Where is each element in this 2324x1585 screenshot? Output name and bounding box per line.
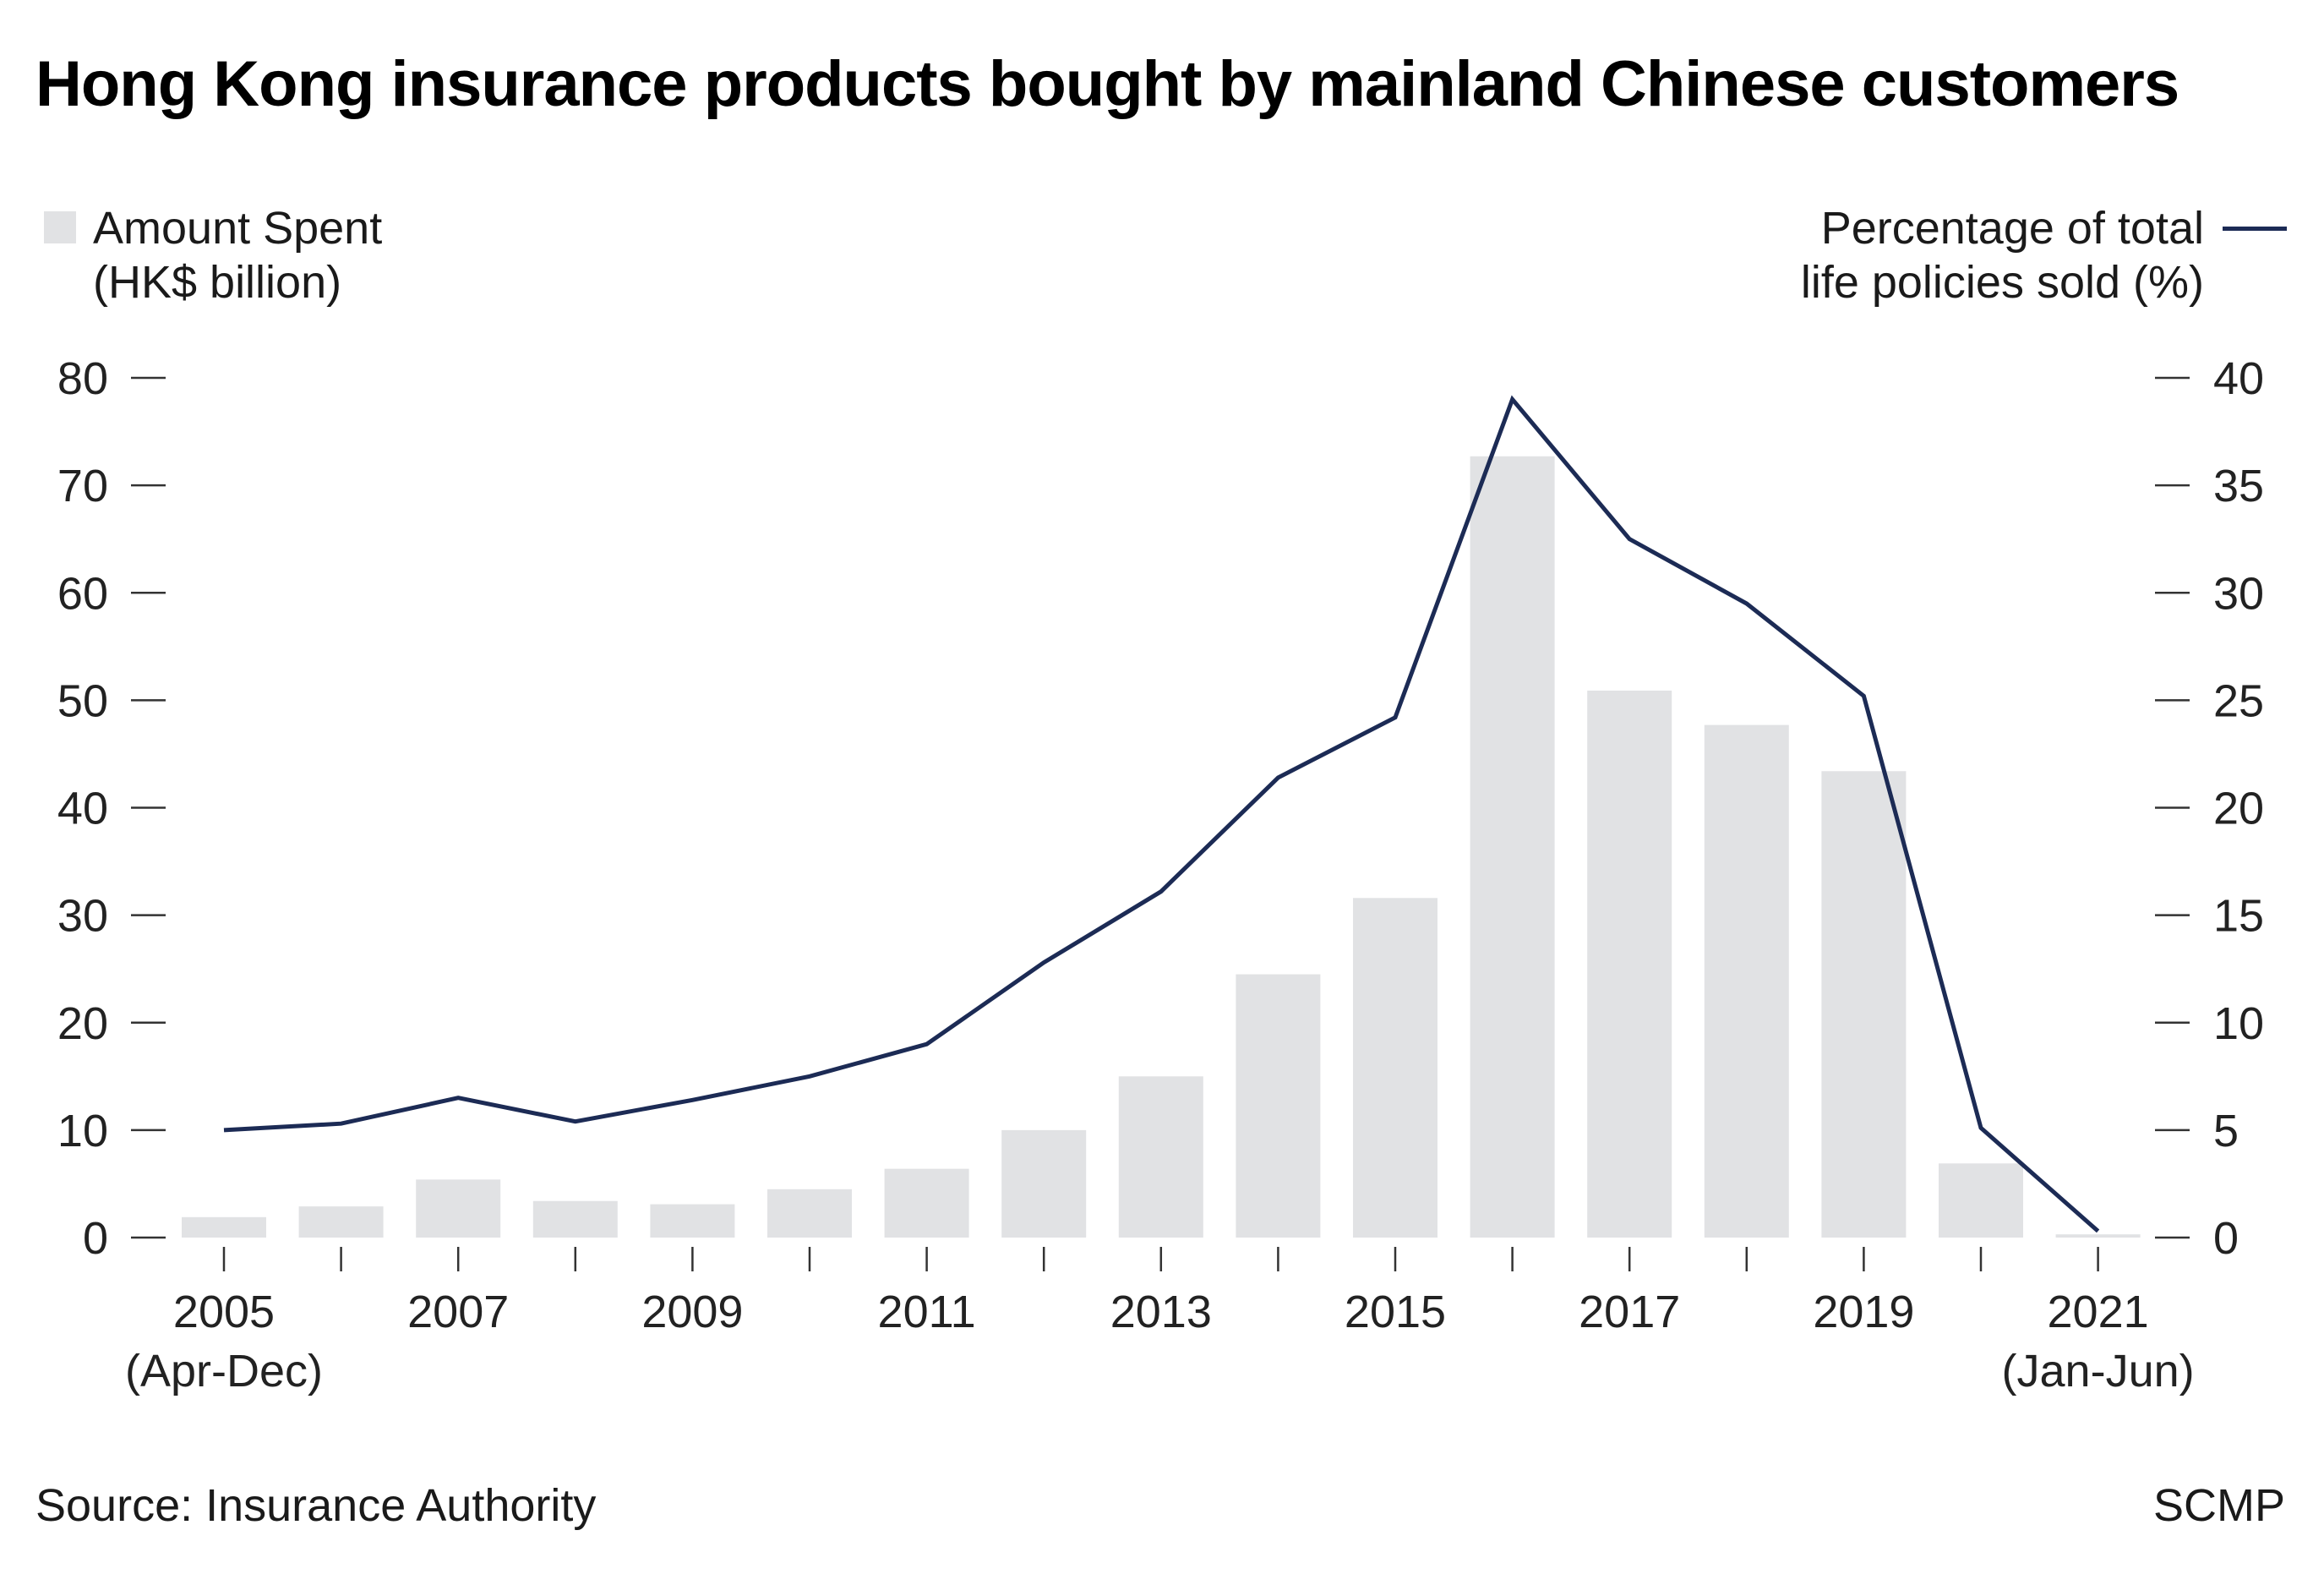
y-right-tick-label: 10 [2213, 998, 2264, 1049]
y-right-tick-label: 30 [2213, 568, 2264, 619]
bar-amount-2007 [416, 1179, 501, 1238]
y-right-tick-label: 35 [2213, 461, 2264, 511]
bar-amount-2015 [1353, 898, 1437, 1238]
legend-right-line1: Percentage of total [1820, 203, 2204, 254]
bar-amount-2013 [1118, 1076, 1203, 1238]
bar-amount-2011 [884, 1168, 969, 1238]
legend-line-swatch [2223, 227, 2287, 231]
y-right-tick-label: 20 [2213, 784, 2264, 834]
bar-amount-2019 [1821, 771, 1907, 1238]
credit-label: SCMP [2152, 1480, 2285, 1531]
x-tick-label-2021: 2021 [2048, 1287, 2149, 1337]
x-tick-label-2019: 2019 [1813, 1287, 1914, 1337]
y-left-tick-label: 30 [57, 891, 108, 942]
y-right-tick-label: 15 [2213, 891, 2264, 942]
y-left-tick-label: 20 [57, 998, 108, 1049]
legend-left-line2: (HK$ billion) [93, 257, 342, 308]
bar-amount-2010 [767, 1189, 852, 1238]
bar-amount-2014 [1236, 974, 1321, 1238]
bar-amount-2018 [1704, 724, 1789, 1238]
x-tick-label-2017: 2017 [1579, 1287, 1680, 1337]
y-left-tick-label: 50 [57, 675, 108, 726]
x-tick-sublabel-2021: (Jan-Jun) [2002, 1346, 2195, 1396]
y-left-tick-label: 60 [57, 568, 108, 619]
bar-amount-2020 [1939, 1163, 2023, 1238]
bar-amount-2012 [1001, 1129, 1087, 1238]
bar-amount-2017 [1587, 690, 1672, 1238]
x-tick-label-2015: 2015 [1345, 1287, 1446, 1337]
bar-amount-2005 [182, 1216, 266, 1238]
y-left-tick-label: 80 [57, 353, 108, 404]
y-right-tick-label: 25 [2213, 675, 2264, 726]
x-tick-sublabel-2005: (Apr-Dec) [125, 1346, 323, 1396]
bar-amount-2021 [2055, 1234, 2141, 1238]
x-tick-label-2005: 2005 [173, 1287, 275, 1337]
y-left-tick-label: 0 [83, 1213, 108, 1264]
source-note: Source: Insurance Authority [35, 1480, 597, 1531]
y-right-tick-label: 5 [2213, 1106, 2239, 1156]
y-right-tick-label: 40 [2213, 353, 2264, 404]
legend-percentage: Percentage of total life policies sold (… [1801, 201, 2287, 309]
legend-left-line1: Amount Spent [93, 203, 383, 254]
bar-amount-2016 [1470, 456, 1555, 1238]
bar-amount-2008 [532, 1200, 618, 1238]
line-percentage-series [223, 395, 2100, 1233]
y-left-tick-label: 40 [57, 784, 108, 834]
y-right-tick-label: 0 [2213, 1213, 2239, 1264]
bar-amount-2009 [650, 1204, 735, 1238]
bar-amount-2006 [298, 1206, 384, 1238]
x-tick-label-2013: 2013 [1110, 1287, 1212, 1337]
legend-bar-swatch [44, 211, 76, 243]
chart-title: Hong Kong insurance products bought by m… [35, 48, 2179, 120]
y-left-tick-label: 70 [57, 461, 108, 511]
y-left-tick-label: 10 [57, 1106, 108, 1156]
x-tick-label-2011: 2011 [878, 1287, 976, 1337]
legend-amount-spent: Amount Spent (HK$ billion) [44, 201, 382, 309]
legend-right-line2: life policies sold (%) [1800, 257, 2204, 308]
x-tick-label-2009: 2009 [641, 1287, 743, 1337]
x-tick-label-2007: 2007 [407, 1287, 509, 1337]
